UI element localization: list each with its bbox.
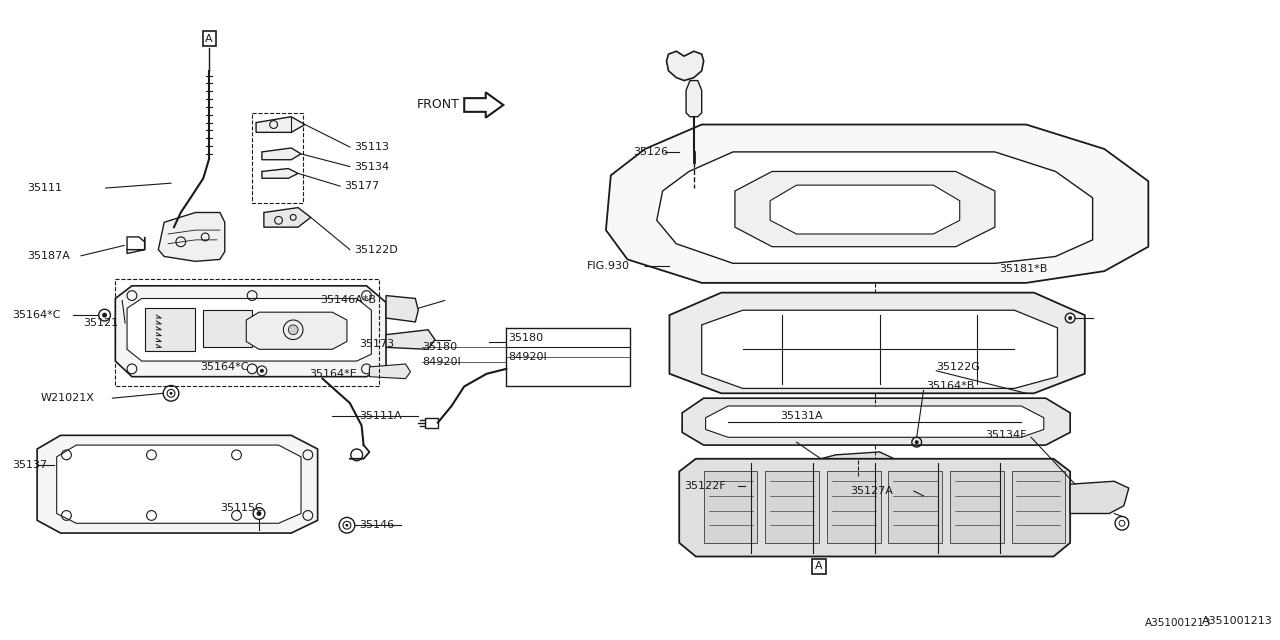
Polygon shape — [264, 207, 311, 227]
Polygon shape — [465, 92, 503, 118]
Text: 35121: 35121 — [83, 318, 118, 328]
Polygon shape — [701, 310, 1057, 388]
Polygon shape — [686, 81, 701, 116]
Text: A: A — [205, 33, 212, 44]
Text: FRONT: FRONT — [416, 99, 460, 111]
Circle shape — [288, 325, 298, 335]
Polygon shape — [425, 418, 438, 428]
Polygon shape — [370, 364, 411, 379]
Text: 35146A*B: 35146A*B — [320, 296, 376, 305]
Polygon shape — [387, 330, 435, 349]
Text: 35146: 35146 — [360, 520, 394, 530]
Circle shape — [102, 313, 108, 317]
Polygon shape — [145, 308, 196, 351]
Text: 35111: 35111 — [27, 183, 63, 193]
Polygon shape — [667, 51, 704, 81]
Polygon shape — [704, 472, 758, 543]
Polygon shape — [204, 310, 252, 348]
Circle shape — [1069, 316, 1073, 320]
Text: 35111A: 35111A — [360, 411, 402, 420]
Text: 35180: 35180 — [422, 342, 457, 353]
Polygon shape — [1070, 481, 1129, 513]
Text: 35181*B: 35181*B — [998, 264, 1047, 274]
Polygon shape — [657, 152, 1093, 263]
Text: 35164*E: 35164*E — [308, 369, 357, 379]
Text: 35164*C: 35164*C — [12, 310, 60, 320]
Polygon shape — [682, 398, 1070, 445]
Polygon shape — [127, 298, 371, 361]
Polygon shape — [115, 286, 387, 377]
Polygon shape — [387, 296, 419, 322]
Polygon shape — [669, 292, 1085, 394]
Text: 35113: 35113 — [353, 142, 389, 152]
Polygon shape — [1011, 472, 1065, 543]
Polygon shape — [735, 172, 995, 246]
Circle shape — [260, 369, 264, 372]
Text: 35177: 35177 — [344, 181, 379, 191]
Text: 35164*C: 35164*C — [201, 362, 248, 372]
Text: 84920I: 84920I — [508, 352, 547, 362]
Text: 35164*B: 35164*B — [927, 381, 975, 392]
Text: 35122G: 35122G — [936, 362, 980, 372]
Polygon shape — [246, 312, 347, 349]
Text: 35134F: 35134F — [986, 430, 1027, 440]
Text: W21021X: W21021X — [41, 393, 95, 403]
Text: 35127A: 35127A — [850, 486, 893, 496]
Circle shape — [169, 392, 173, 395]
Polygon shape — [56, 445, 301, 524]
Polygon shape — [127, 237, 145, 253]
Polygon shape — [680, 459, 1070, 557]
Text: 35122D: 35122D — [353, 244, 398, 255]
Text: 35115C: 35115C — [220, 502, 262, 513]
Polygon shape — [37, 435, 317, 533]
Text: 35122F: 35122F — [684, 481, 726, 491]
Text: A351001213: A351001213 — [1146, 618, 1212, 628]
Polygon shape — [262, 148, 301, 160]
Polygon shape — [605, 125, 1148, 283]
Text: 35126: 35126 — [634, 147, 668, 157]
Polygon shape — [765, 472, 819, 543]
Circle shape — [346, 524, 348, 527]
Text: 35187A: 35187A — [27, 252, 70, 262]
Polygon shape — [771, 185, 960, 234]
Text: 35137: 35137 — [12, 460, 47, 470]
Polygon shape — [827, 472, 881, 543]
Text: 84920I: 84920I — [422, 357, 461, 367]
Text: 35131A: 35131A — [780, 411, 823, 420]
Text: A351001213: A351001213 — [1202, 616, 1272, 626]
Circle shape — [256, 511, 261, 516]
Polygon shape — [262, 168, 298, 179]
Polygon shape — [888, 472, 942, 543]
Polygon shape — [705, 406, 1043, 437]
Circle shape — [915, 440, 919, 444]
Polygon shape — [159, 212, 225, 261]
Polygon shape — [820, 452, 895, 476]
Polygon shape — [256, 116, 305, 132]
Polygon shape — [950, 472, 1004, 543]
Text: 35173: 35173 — [360, 339, 394, 349]
Text: 35134: 35134 — [353, 161, 389, 172]
Text: 35180: 35180 — [508, 333, 543, 342]
Text: A: A — [815, 561, 823, 572]
Text: FIG.930: FIG.930 — [586, 261, 630, 271]
